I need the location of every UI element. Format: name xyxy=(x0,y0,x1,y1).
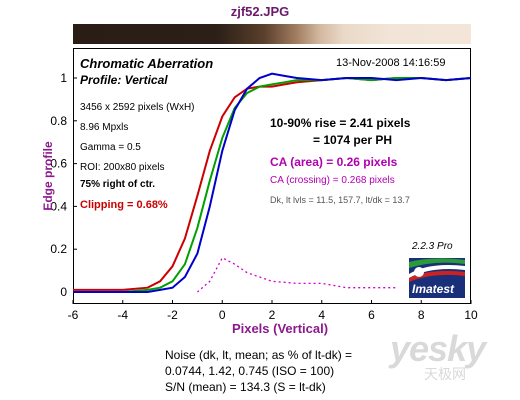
y-tick-label: 0.6 xyxy=(50,157,67,171)
watermark-main: yesky xyxy=(390,328,486,369)
y-axis-label: Edge profile xyxy=(41,141,55,211)
dimensions-text: 3456 x 2592 pixels (WxH) xyxy=(80,102,195,113)
rise-text: 10-90% rise = 2.41 pixels xyxy=(270,116,411,130)
imatest-logo: Imatest xyxy=(409,258,465,298)
clipping-text: Clipping = 0.68% xyxy=(80,199,168,211)
noise-line-1: Noise (dk, lt, mean; as % of lt-dk) = xyxy=(165,348,353,362)
y-tick-label: 0.8 xyxy=(50,114,67,128)
y-tick-label: 1 xyxy=(60,71,67,85)
imatest-logo-graphic xyxy=(409,258,465,282)
x-tick-label: -2 xyxy=(167,308,178,322)
x-tick-label: 0 xyxy=(219,308,226,322)
x-tick-label: 4 xyxy=(318,308,325,322)
blue-series-line xyxy=(73,72,472,293)
logo-text: Imatest xyxy=(412,282,455,296)
y-tick-label: 0 xyxy=(60,285,67,299)
ca-area-text: CA (area) = 0.26 pixels xyxy=(270,155,398,169)
version-text: 2.2.3 Pro xyxy=(412,241,453,252)
x-tick-label: 2 xyxy=(269,308,276,322)
per-ph-text: = 1074 per PH xyxy=(313,133,393,147)
roi-text: ROI: 200x80 pixels xyxy=(80,162,165,173)
position-text: 75% right of ctr. xyxy=(80,179,156,190)
mpxls-text: 8.96 Mpxls xyxy=(80,122,129,133)
y-tick-label: 0.2 xyxy=(50,242,67,256)
x-tick-label: -4 xyxy=(117,308,128,322)
gamma-text: Gamma = 0.5 xyxy=(80,142,141,153)
watermark-sub: 天极网 xyxy=(424,366,466,382)
y-tick-label: 0.4 xyxy=(50,199,67,213)
chart-title: Chromatic Aberration xyxy=(80,56,214,71)
plot-area xyxy=(73,48,471,304)
edge-gradient-strip xyxy=(73,24,471,44)
magenta-series-line xyxy=(196,256,397,293)
noise-line-2: 0.0744, 1.42, 0.745 (ISO = 100) xyxy=(165,364,335,378)
noise-stats: Noise (dk, lt, mean; as % of lt-dk) = 0.… xyxy=(165,347,352,395)
file-title: zjf52.JPG xyxy=(230,4,290,19)
dark-light-levels-text: Dk, lt lvls = 11.5, 157.7, lt/dk = 13.7 xyxy=(270,195,410,205)
watermark: yesky 天极网 xyxy=(390,328,486,384)
profile-label: Profile: Vertical xyxy=(80,73,168,87)
x-axis-label: Pixels (Vertical) xyxy=(231,321,329,336)
timestamp: 13-Nov-2008 14:16:59 xyxy=(336,57,446,69)
x-tick-label: 6 xyxy=(368,308,375,322)
x-tick-label: -6 xyxy=(68,308,79,322)
ca-crossing-text: CA (crossing) = 0.268 pixels xyxy=(270,175,395,186)
noise-line-3: S/N (mean) = 134.3 (S = lt-dk) xyxy=(165,380,326,394)
x-tick-label: 8 xyxy=(418,308,425,322)
x-tick-label: 10 xyxy=(464,308,478,322)
